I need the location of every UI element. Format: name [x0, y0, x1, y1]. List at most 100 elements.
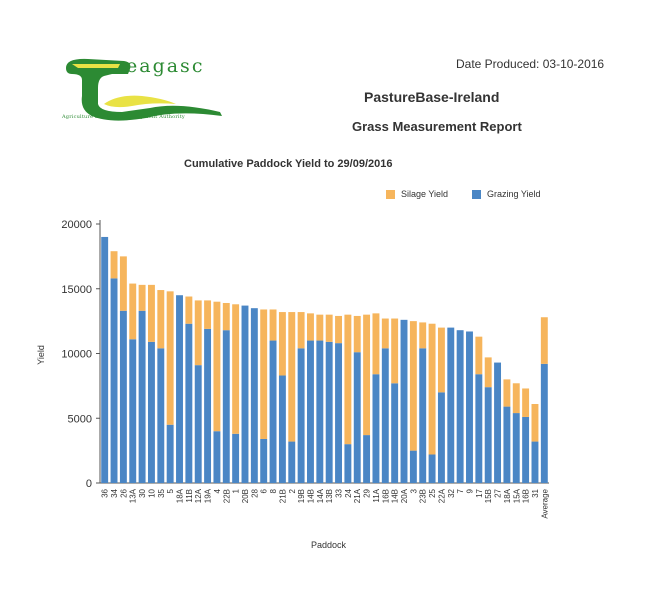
bar-grazing-16B: [381, 348, 389, 483]
bar-silage-12A: [194, 300, 202, 366]
bar-silage-2: [288, 312, 296, 442]
bar-grazing-14B: [307, 340, 314, 483]
x-tick-label-26: 26: [119, 488, 128, 497]
x-tick-label-19B: 19B: [297, 489, 306, 503]
bar-silage-14B: [307, 313, 314, 341]
bar-silage-34: [110, 251, 118, 279]
x-tick-label-21B: 21B: [278, 489, 287, 503]
y-axis-label: Yield: [36, 345, 46, 365]
legend-grazing: Grazing Yield: [472, 189, 541, 199]
bar-silage-3: [409, 321, 417, 451]
x-tick-label-23B: 23B: [419, 489, 428, 503]
x-tick-label-30: 30: [138, 488, 147, 497]
bar-grazing-35: [157, 348, 165, 483]
bar-grazing-19A: [204, 328, 212, 483]
x-tick-label-7: 7: [456, 488, 465, 493]
bar-grazing-26: [119, 310, 127, 483]
x-tick-label-24: 24: [344, 488, 353, 497]
bar-grazing-32: [447, 327, 455, 483]
bar-grazing-1: [232, 433, 240, 483]
x-tick-label-20B: 20B: [241, 489, 250, 503]
bar-silage-29: [363, 314, 371, 436]
bar-grazing-22B: [222, 330, 230, 483]
bar-grazing-15B: [484, 387, 492, 483]
bar-grazing-29: [363, 435, 371, 483]
x-tick-label-14A: 14A: [316, 488, 325, 503]
x-tick-label-4: 4: [213, 488, 222, 493]
bar-grazing-36: [101, 236, 109, 483]
x-tick-label-22A: 22A: [437, 488, 446, 503]
bar-grazing-4: [213, 431, 221, 483]
bar-grazing-20A: [400, 319, 408, 483]
bar-silage-16B: [381, 318, 389, 349]
bar-silage-11A: [372, 313, 380, 375]
bar-grazing-34: [110, 278, 118, 483]
legend-label-silage: Silage Yield: [401, 189, 449, 199]
bar-grazing-18A: [176, 295, 183, 483]
x-tick-label-31: 31: [531, 488, 540, 497]
bar-grazing-21B: [278, 375, 286, 483]
bar-grazing-14A: [316, 340, 324, 483]
bar-grazing-11A: [372, 374, 380, 483]
x-tick-label-25: 25: [428, 488, 437, 497]
bar-grazing-24: [344, 444, 352, 483]
bar-silage-13A: [129, 283, 137, 340]
bar-grazing-5: [166, 424, 174, 483]
teagasc-logo: [66, 58, 222, 121]
report-subtitle: Grass Measurement Report: [352, 119, 522, 134]
bar-grazing-30: [138, 310, 146, 483]
bar-grazing-20B: [241, 305, 249, 483]
legend-swatch-grazing: [472, 189, 481, 199]
bar-silage-16B: [522, 388, 530, 417]
x-tick-label-14B: 14B: [306, 489, 315, 503]
bar-grazing-12A: [194, 365, 202, 483]
bar-grazing-8: [269, 340, 277, 483]
x-tick-label-6: 6: [260, 488, 269, 493]
x-tick-label-2: 2: [288, 488, 297, 493]
bar-silage-4: [213, 301, 221, 432]
x-tick-label-27: 27: [494, 488, 503, 497]
bar-silage-Average: [540, 317, 548, 364]
x-tick-label-Average: Average: [540, 488, 549, 518]
bar-grazing-18A: [503, 406, 511, 483]
x-tick-label-17: 17: [475, 488, 484, 497]
bar-silage-19B: [297, 312, 305, 349]
bar-silage-18A: [503, 379, 511, 407]
bar-grazing-22A: [437, 392, 445, 483]
bar-grazing-15A: [512, 413, 520, 483]
chart-title: Cumulative Paddock Yield to 29/09/2016: [184, 158, 393, 170]
x-tick-label-21A: 21A: [353, 488, 362, 503]
x-tick-label-35: 35: [157, 488, 166, 497]
legend-swatch-silage: [386, 189, 395, 199]
x-tick-label-33: 33: [335, 488, 344, 497]
bar-silage-31: [531, 404, 539, 442]
x-tick-label-22B: 22B: [222, 489, 231, 503]
bar-silage-11B: [185, 296, 193, 324]
bar-grazing-7: [456, 330, 464, 483]
x-axis-label: Paddock: [311, 540, 347, 550]
x-tick-label-10: 10: [147, 488, 156, 497]
bar-silage-6: [260, 309, 268, 439]
x-tick-label-13A: 13A: [129, 488, 138, 503]
x-tick-label-29: 29: [363, 488, 372, 497]
y-tick-label: 15000: [61, 284, 92, 296]
bar-grazing-13A: [129, 339, 137, 483]
bar-grazing-19B: [297, 348, 305, 483]
bar-grazing-14B: [391, 383, 399, 483]
x-tick-label-32: 32: [447, 488, 456, 497]
x-tick-label-11A: 11A: [372, 488, 381, 502]
x-tick-label-1: 1: [232, 488, 241, 493]
x-tick-label-28: 28: [250, 488, 259, 497]
bar-grazing-13B: [325, 341, 333, 483]
bar-grazing-6: [260, 438, 268, 483]
x-tick-label-16B: 16B: [381, 489, 390, 503]
bar-silage-22A: [437, 327, 445, 393]
x-tick-label-15A: 15A: [512, 488, 521, 503]
bar-grazing-2: [288, 441, 296, 483]
x-tick-label-16B: 16B: [522, 489, 531, 503]
bar-grazing-3: [409, 450, 417, 483]
legend-silage: Silage Yield: [386, 189, 448, 199]
x-tick-label-20A: 20A: [400, 488, 409, 503]
bar-silage-25: [428, 323, 436, 455]
x-tick-label-11B: 11B: [185, 489, 194, 503]
